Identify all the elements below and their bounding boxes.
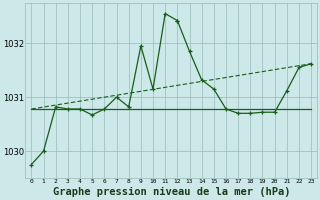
X-axis label: Graphe pression niveau de la mer (hPa): Graphe pression niveau de la mer (hPa)	[52, 187, 290, 197]
